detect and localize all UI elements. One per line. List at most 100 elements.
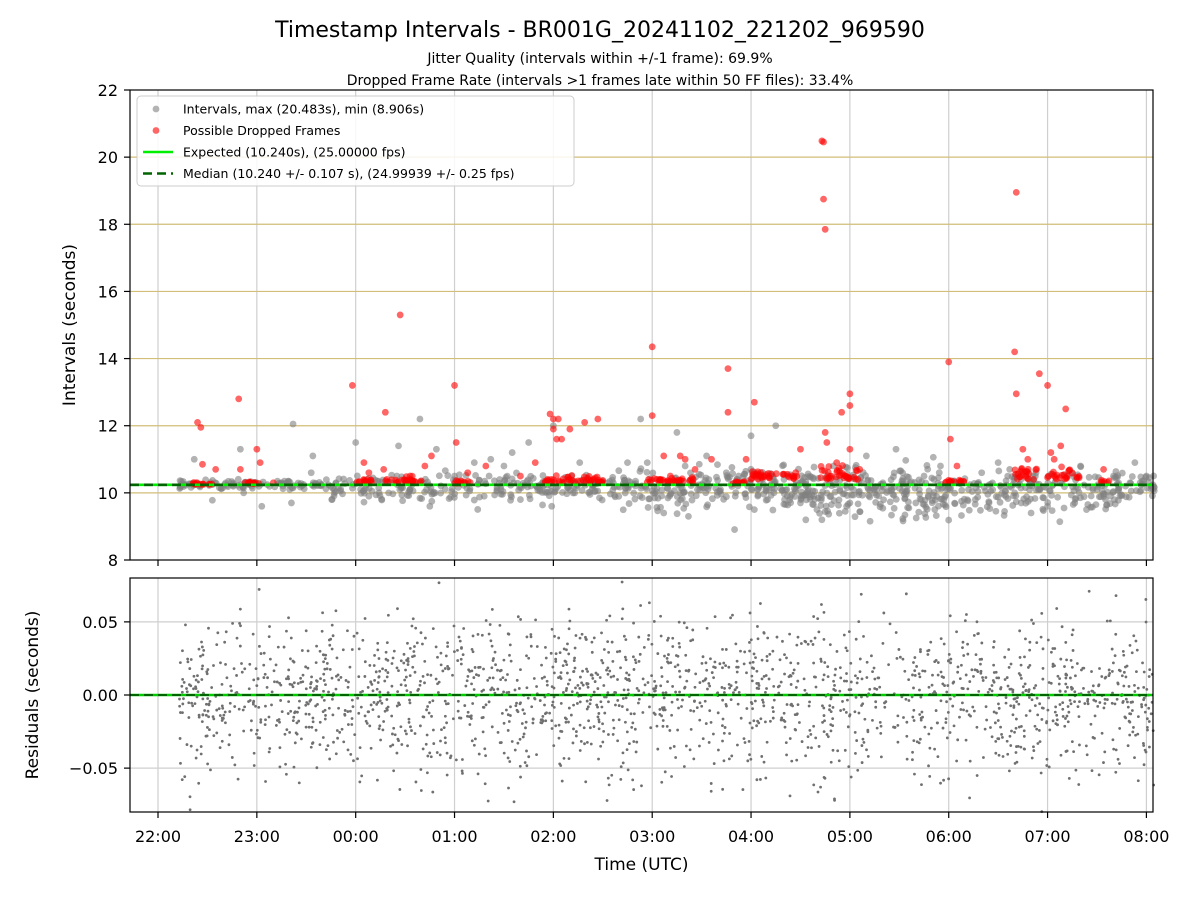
residual-point (709, 657, 712, 661)
residual-point (757, 721, 761, 725)
residual-point (765, 654, 769, 658)
residual-point (237, 707, 241, 711)
residual-point (1027, 666, 1030, 669)
residuals-panel: −0.050.000.05 22:00 23:00 00:00 01:00 02:00 0… (23, 577, 1169, 875)
legend-entry-label: Possible Dropped Frames (183, 123, 340, 138)
residual-point (771, 710, 775, 714)
dropped-frame-point (817, 462, 825, 470)
residual-point (606, 672, 610, 676)
residual-point (955, 630, 958, 634)
interval-point (902, 456, 910, 464)
residual-point (965, 709, 969, 713)
interval-point (890, 491, 898, 499)
residual-point (252, 678, 256, 682)
residual-point (842, 679, 846, 683)
residual-point (414, 626, 418, 630)
residual-point (817, 630, 821, 634)
residual-point (1069, 702, 1073, 706)
residual-point (732, 691, 735, 695)
interval-point (258, 502, 266, 510)
residual-point (709, 721, 713, 724)
residual-point (918, 688, 921, 692)
residual-point (188, 667, 192, 670)
residual-point (351, 705, 355, 709)
residual-point (224, 630, 228, 634)
residual-point (637, 660, 641, 663)
interval-point (289, 420, 297, 428)
residual-point (529, 644, 533, 648)
residual-point (760, 755, 764, 758)
residual-point (377, 657, 381, 660)
residual-point (534, 618, 537, 622)
residual-point (919, 650, 922, 654)
residual-point (525, 686, 529, 690)
residual-point (460, 769, 464, 773)
residual-point (776, 685, 780, 689)
interval-point (925, 487, 933, 495)
residual-point (756, 637, 760, 641)
dropped-frame-point (256, 459, 264, 467)
residual-point (1111, 738, 1115, 742)
interval-point (928, 499, 936, 507)
residual-point (526, 696, 530, 700)
residual-point (759, 717, 763, 721)
residual-point (709, 789, 713, 793)
residual-point (474, 673, 478, 677)
residual-point (368, 664, 372, 667)
residual-point (1061, 701, 1065, 705)
residual-point (421, 642, 424, 646)
residual-point (513, 688, 517, 692)
residual-point (478, 665, 482, 669)
residual-point (866, 755, 870, 758)
legend-entry-label: Median (10.240 +/- 0.107 s), (24.99939 +… (183, 166, 514, 181)
residual-point (918, 713, 922, 716)
residual-point (603, 695, 606, 699)
residual-point (804, 640, 808, 644)
residual-point (704, 661, 708, 665)
residual-point (947, 659, 950, 662)
residual-point (790, 759, 794, 763)
residual-point (328, 643, 332, 647)
residual-point (748, 649, 751, 653)
residual-point (750, 726, 754, 730)
residual-point (419, 768, 423, 771)
residual-point (178, 661, 182, 664)
interval-point (899, 517, 907, 525)
interval-point (769, 506, 777, 514)
residual-point (457, 635, 461, 639)
residual-point (315, 679, 318, 683)
residual-point (856, 768, 860, 772)
residual-point (854, 637, 858, 641)
interval-point (349, 484, 356, 492)
residual-point (883, 701, 886, 705)
residual-point (860, 677, 864, 681)
interval-point (307, 469, 315, 477)
residual-point (471, 634, 475, 638)
residual-point (550, 727, 554, 730)
residual-point (784, 741, 788, 745)
residual-point (1135, 670, 1138, 674)
interval-point (958, 512, 965, 519)
residual-point (200, 645, 204, 649)
residual-point (670, 775, 673, 778)
residual-point (1066, 705, 1070, 708)
residual-point (947, 777, 951, 781)
residual-point (502, 658, 506, 662)
residual-point (1070, 740, 1074, 744)
residual-point (623, 655, 627, 659)
residual-point (1071, 687, 1074, 690)
residual-point (423, 681, 426, 685)
residual-point (385, 698, 389, 701)
residual-point (491, 676, 495, 680)
residual-point (965, 613, 968, 616)
residual-point (959, 708, 963, 711)
interval-point (780, 500, 788, 508)
residual-point (728, 732, 731, 735)
residual-point (698, 701, 702, 705)
residual-point (584, 637, 588, 641)
residual-point (361, 689, 364, 693)
time-x-tick-label: 08:00 (1123, 827, 1169, 846)
time-x-tick-label: 06:00 (926, 827, 972, 846)
residual-point (1136, 732, 1140, 736)
residual-point (610, 640, 614, 644)
